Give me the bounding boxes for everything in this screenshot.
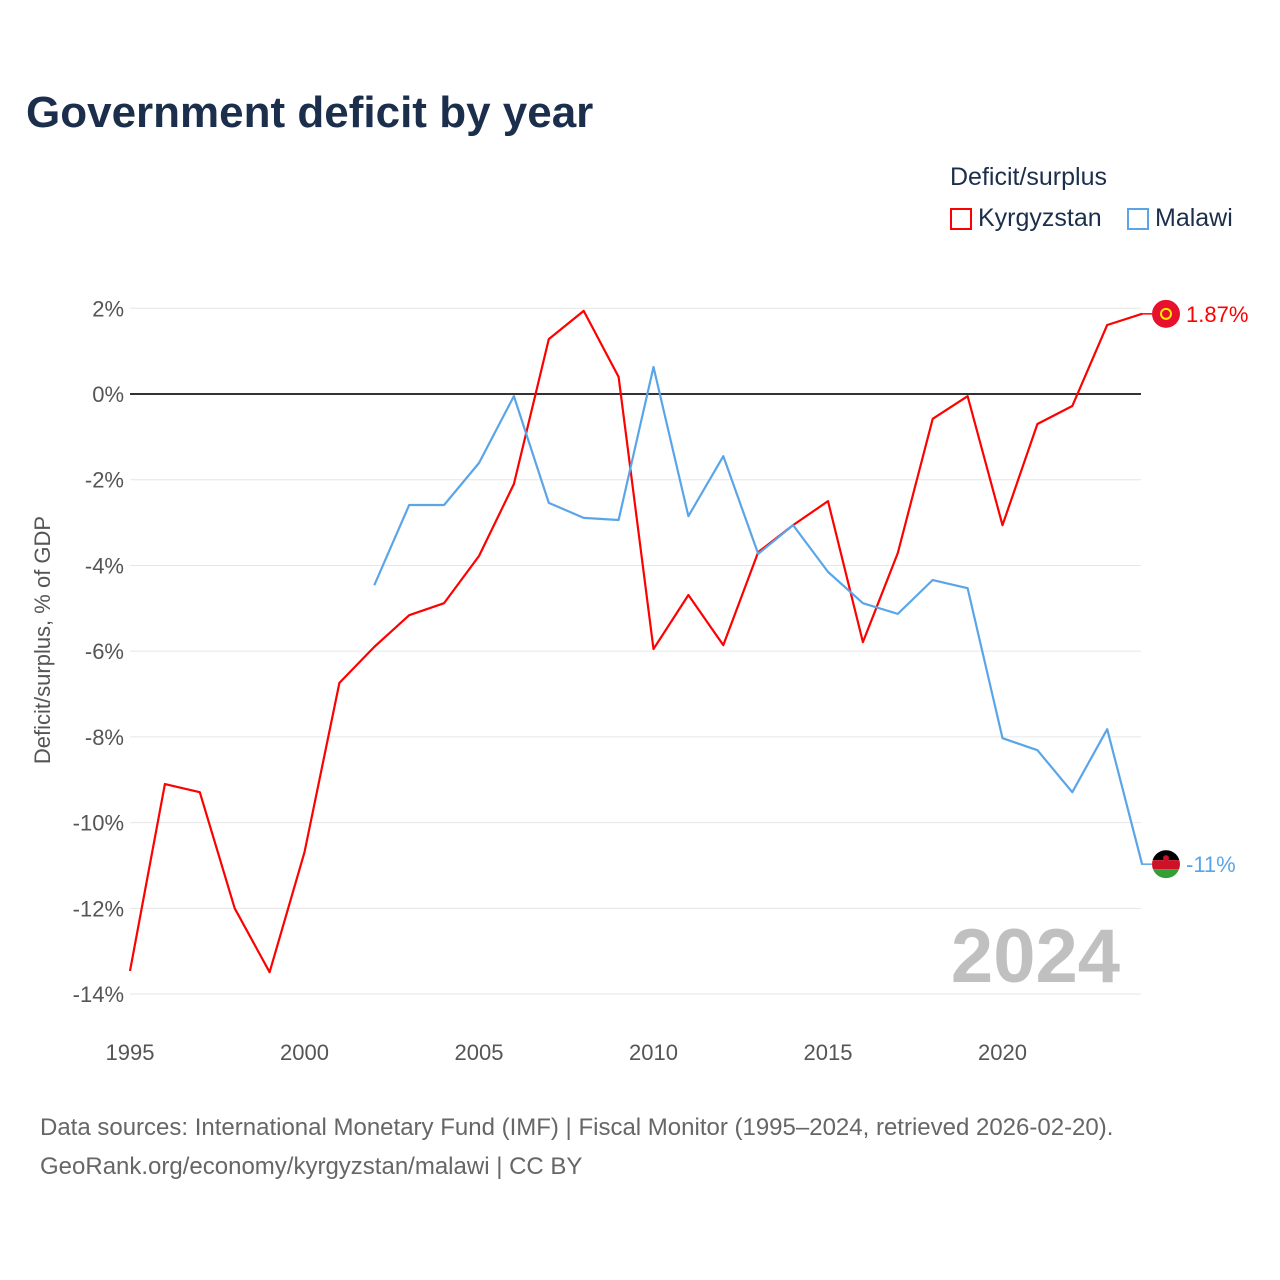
x-tick-label: 1995 [106, 1040, 155, 1065]
legend-swatch [950, 207, 972, 230]
legend-title: Deficit/surplus [950, 163, 1107, 191]
y-tick-label: -14% [73, 982, 124, 1007]
x-tick-label: 2005 [455, 1040, 504, 1065]
y-tick-label: -2% [85, 468, 124, 493]
flag-stripe [1152, 860, 1180, 870]
x-tick-label: 2020 [978, 1040, 1027, 1065]
x-tick-label: 2000 [280, 1040, 329, 1065]
legend-item-malawi[interactable]: Malawi [1127, 204, 1233, 233]
footer-sources: Data sources: International Monetary Fun… [40, 1114, 1114, 1141]
legend-label: Kyrgyzstan [978, 204, 1102, 232]
flag-sun [1163, 855, 1169, 862]
y-axis-label: Deficit/surplus, % of GDP [30, 516, 55, 764]
y-tick-label: -4% [85, 553, 124, 578]
legend-label: Malawi [1155, 204, 1233, 232]
y-tick-label: 2% [92, 296, 124, 321]
chart-title: Government deficit by year [26, 88, 594, 137]
legend-item-kyrgyzstan[interactable]: Kyrgyzstan [950, 204, 1102, 233]
series-line-kyrgyzstan [128, 309, 1143, 974]
flag-sun [1160, 307, 1172, 320]
y-tick-label: -10% [73, 811, 124, 836]
y-tick-label: -12% [73, 896, 124, 921]
x-tick-label: 2010 [629, 1040, 678, 1065]
y-tick-label: 0% [92, 382, 124, 407]
series-line-malawi [373, 365, 1144, 865]
end-value-label: -11% [1186, 852, 1236, 877]
x-tick-label: 2015 [804, 1040, 853, 1065]
footer: Data sources: International Monetary Fun… [40, 1108, 1113, 1186]
kyrgyzstan-flag-icon [1152, 299, 1180, 328]
year-watermark: 2024 [951, 914, 1120, 999]
footer-link[interactable]: GeoRank.org/economy/kyrgyzstan/malawi | … [40, 1153, 583, 1180]
legend-swatch [1127, 207, 1149, 230]
flag-stripe [1152, 869, 1180, 879]
y-tick-label: -6% [85, 639, 124, 664]
end-value-label: 1.87% [1186, 302, 1248, 327]
y-tick-label: -8% [85, 725, 124, 750]
